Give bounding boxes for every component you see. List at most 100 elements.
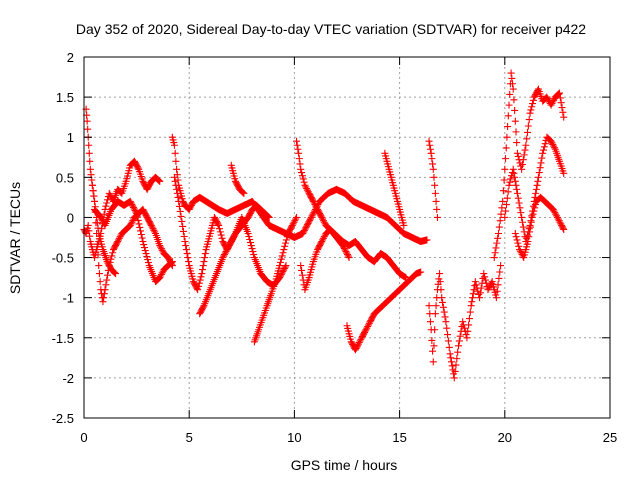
x-axis-label: GPS time / hours <box>291 457 398 473</box>
data-point <box>309 197 317 205</box>
data-point <box>320 233 328 241</box>
y-axis-label: SDTVAR / TECUs <box>7 182 23 294</box>
series-satellite-track-J <box>293 137 410 282</box>
data-point <box>247 242 255 250</box>
data-point <box>318 238 326 246</box>
data-point <box>149 225 157 233</box>
data-point <box>517 209 525 217</box>
data-point <box>446 350 454 358</box>
data-point <box>127 199 135 207</box>
data-point <box>150 226 158 234</box>
data-point <box>144 256 152 264</box>
data-point <box>536 164 544 172</box>
data-point <box>557 99 565 107</box>
data-point <box>462 331 470 339</box>
data-point <box>133 213 141 221</box>
data-point <box>342 248 350 256</box>
data-point <box>305 218 313 226</box>
data-point <box>279 249 287 257</box>
data-point <box>438 294 446 302</box>
data-point <box>301 225 309 233</box>
data-point <box>264 212 272 220</box>
data-point <box>103 199 111 207</box>
data-point <box>425 302 433 310</box>
data-point <box>550 144 558 152</box>
data-point <box>524 128 532 136</box>
data-point <box>431 310 439 318</box>
data-point <box>93 240 101 248</box>
y-tick-label: -0.5 <box>52 251 74 266</box>
data-point <box>310 199 318 207</box>
data-point <box>130 205 138 213</box>
data-point <box>471 278 479 286</box>
data-point <box>240 189 248 197</box>
data-point <box>99 298 107 306</box>
data-point <box>464 327 472 335</box>
data-point <box>494 234 502 242</box>
data-point <box>278 252 286 260</box>
axes-ticks: 0 5 10 15 20 25 -2.5 -2 -1.5 -1 -0.5 0 0.5 1 1.5 2 <box>52 50 618 445</box>
data-point <box>508 74 516 82</box>
data-point <box>198 270 206 278</box>
data-point <box>511 177 519 185</box>
data-point <box>433 213 441 221</box>
data-point <box>492 294 500 302</box>
y-tick-label: -1.5 <box>52 331 74 346</box>
data-point <box>282 236 290 244</box>
data-point <box>228 237 236 245</box>
data-point <box>277 271 285 279</box>
data-point <box>299 175 307 183</box>
data-point <box>199 262 207 270</box>
data-point <box>105 262 113 270</box>
data-point <box>535 169 543 177</box>
data-point <box>158 246 166 254</box>
data-point <box>496 217 504 225</box>
data-point <box>298 172 306 180</box>
data-point <box>509 85 517 93</box>
data-point <box>85 141 93 149</box>
data-point <box>432 197 440 205</box>
data-point <box>293 141 301 149</box>
data-point <box>556 218 564 226</box>
data-point <box>520 151 528 159</box>
x-tick-label: 10 <box>287 430 301 445</box>
data-point <box>448 362 456 370</box>
data-point <box>510 169 518 177</box>
data-point <box>183 250 191 258</box>
data-point <box>157 272 165 280</box>
data-point <box>115 234 123 242</box>
data-point <box>298 271 306 279</box>
data-point <box>182 246 190 254</box>
data-point <box>553 213 561 221</box>
data-point <box>167 259 175 267</box>
data-point <box>450 374 458 382</box>
data-point <box>363 324 371 332</box>
data-point <box>219 254 227 262</box>
data-point <box>465 321 473 329</box>
data-point <box>532 189 540 197</box>
data-point <box>280 246 288 254</box>
data-point <box>104 271 112 279</box>
series-satellite-track-O <box>425 137 441 221</box>
data-point <box>417 268 425 276</box>
data-point <box>493 239 501 247</box>
data-point <box>300 227 308 235</box>
data-point <box>345 254 353 262</box>
data-point <box>282 262 290 270</box>
data-point <box>196 276 204 284</box>
data-point <box>173 189 181 197</box>
data-point <box>127 220 135 228</box>
data-point <box>296 160 304 168</box>
data-point <box>195 279 203 287</box>
data-point <box>550 96 558 104</box>
data-point <box>83 117 91 125</box>
data-point <box>515 199 523 207</box>
data-point <box>512 181 520 189</box>
data-point <box>215 225 223 233</box>
data-point <box>361 327 369 335</box>
data-point <box>303 185 311 193</box>
series-satellite-track-R <box>511 193 568 262</box>
data-point <box>513 149 521 157</box>
data-point <box>452 361 460 369</box>
data-point <box>134 164 142 172</box>
